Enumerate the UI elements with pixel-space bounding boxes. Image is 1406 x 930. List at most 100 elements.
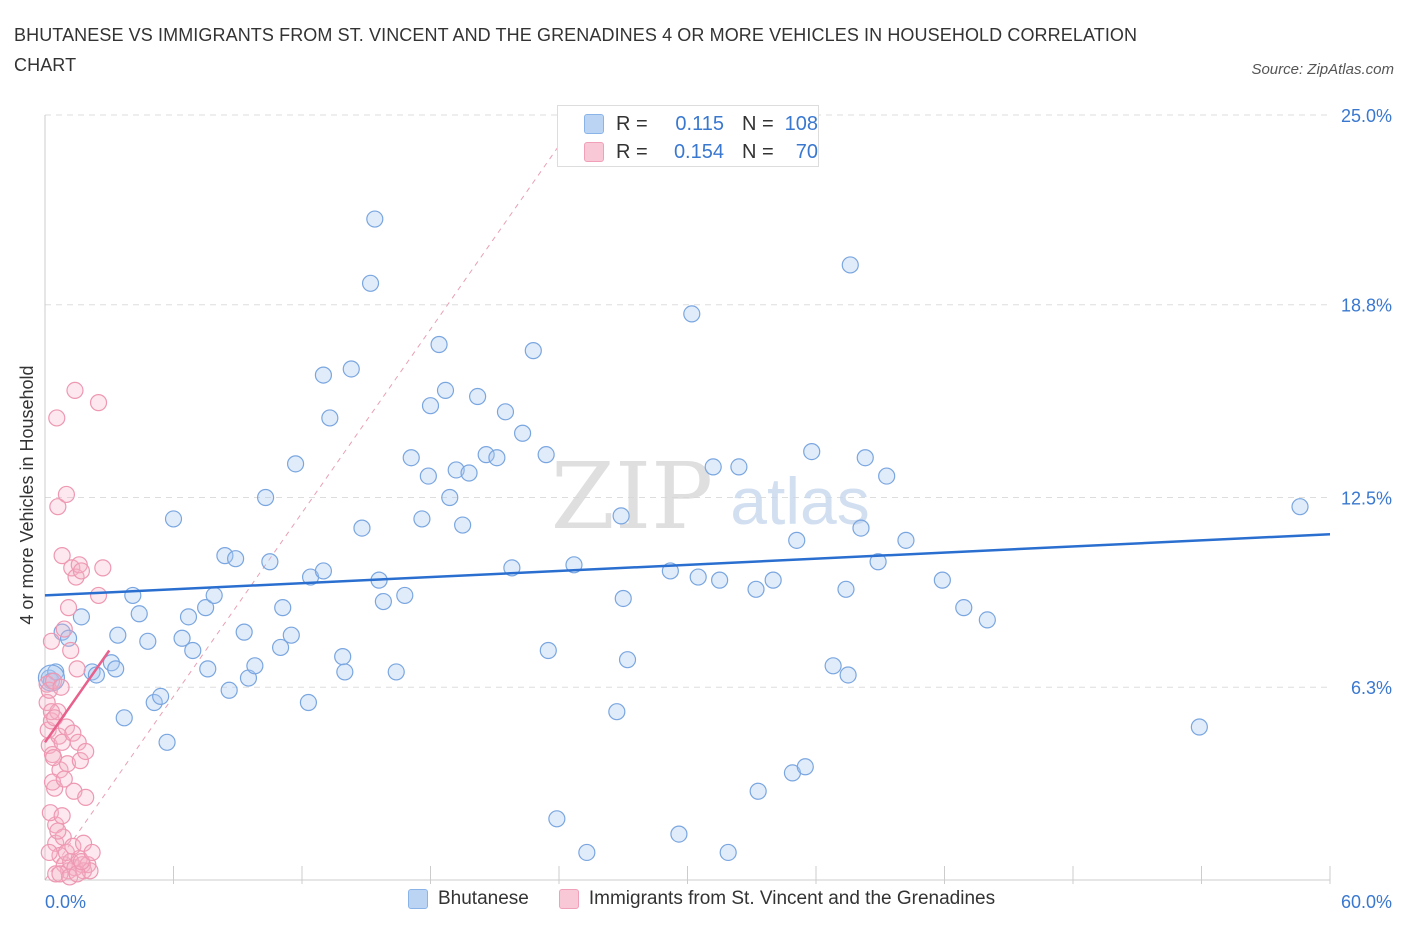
y-tick-label: 18.8% — [1341, 296, 1392, 316]
data-point-bhutanese — [336, 663, 354, 681]
trend-lines — [43, 532, 1331, 744]
stats-r-value: 0.154 — [673, 140, 724, 163]
data-point-bhutanese — [314, 366, 333, 384]
tick-labels: 6.3% 12.5% 18.8% 25.0% 0.0% 60.0% — [45, 106, 1392, 912]
stats-n-label: N = — [742, 140, 774, 163]
data-point-bhutanese — [537, 446, 555, 464]
data-point-bhutanese — [803, 443, 821, 461]
data-point-bhutanese — [374, 592, 392, 611]
data-point-st-vincent — [48, 409, 66, 427]
y-axis-label: 4 or more Vehicles in Household — [17, 365, 37, 624]
stats-swatch-bhutanese — [584, 114, 604, 134]
data-point-bhutanese — [477, 446, 495, 464]
y-tick-label: 12.5% — [1341, 489, 1392, 509]
data-point-bhutanese — [286, 455, 305, 473]
data-point-bhutanese — [839, 666, 857, 684]
data-point-bhutanese — [719, 843, 737, 862]
data-point-bhutanese — [205, 586, 223, 605]
legend-item-st-vincent: Immigrants from St. Vincent and the Gren… — [558, 888, 996, 910]
stats-row-bhutanese: R = 0.115 N = 108 — [584, 110, 818, 138]
data-point-st-vincent — [83, 843, 101, 862]
data-point-bhutanese — [1291, 498, 1309, 516]
data-point-bhutanese — [271, 638, 290, 657]
data-point-bhutanese — [419, 467, 437, 485]
stats-row-st-vincent: R = 0.154 N = 70 — [584, 138, 818, 166]
data-point-bhutanese — [436, 381, 455, 399]
data-point-st-vincent — [44, 748, 63, 767]
legend-swatch-bhutanese — [408, 889, 428, 909]
data-point-st-vincent — [64, 724, 82, 742]
data-point-bhutanese — [683, 305, 701, 323]
data-point-bhutanese — [796, 758, 814, 776]
data-point-bhutanese — [488, 449, 506, 467]
data-point-st-vincent — [64, 837, 82, 855]
trend-line-bhutanese — [44, 532, 1331, 597]
data-point-bhutanese — [824, 657, 842, 675]
data-point-st-vincent — [53, 547, 71, 565]
data-point-bhutanese — [261, 553, 279, 571]
data-point-st-vincent — [42, 632, 61, 650]
data-point-bhutanese — [256, 488, 275, 507]
watermark: ZIP atlas — [551, 443, 870, 550]
data-point-bhutanese — [274, 599, 292, 617]
legend-label-st-vincent: Immigrants from St. Vincent and the Gren… — [588, 888, 996, 909]
data-point-bhutanese — [612, 507, 630, 525]
data-point-bhutanese — [1190, 718, 1208, 736]
stats-n-label: N = — [742, 112, 774, 135]
data-point-bhutanese — [353, 519, 371, 537]
data-point-bhutanese — [441, 488, 459, 507]
data-point-bhutanese — [578, 843, 596, 862]
data-point-bhutanese — [788, 531, 806, 549]
data-point-bhutanese — [235, 623, 253, 641]
data-point-st-vincent — [62, 641, 80, 660]
data-point-bhutanese — [454, 516, 472, 534]
data-point-st-vincent — [77, 742, 95, 761]
data-point-st-vincent — [49, 822, 67, 840]
data-point-bhutanese — [366, 210, 384, 228]
stats-r-label: R = — [616, 112, 648, 135]
data-point-st-vincent — [40, 843, 58, 862]
x-tick-label: 60.0% — [1341, 892, 1392, 912]
data-point-bhutanese — [869, 553, 887, 571]
stats-r-value: 0.115 — [675, 112, 724, 135]
data-point-bhutanese — [342, 360, 360, 378]
data-point-bhutanese — [841, 256, 859, 274]
stats-n-value: 108 — [784, 112, 818, 135]
data-point-st-vincent — [47, 865, 65, 883]
data-point-bhutanese — [115, 709, 133, 727]
series-bhutanese — [37, 210, 1309, 862]
data-point-bhutanese — [321, 409, 339, 427]
chart-title: BHUTANESE VS IMMIGRANTS FROM ST. VINCENT… — [14, 25, 1138, 75]
data-point-st-vincent — [55, 620, 73, 638]
data-point-bhutanese — [299, 693, 318, 712]
data-point-bhutanese — [548, 810, 566, 828]
data-point-bhutanese — [107, 660, 125, 678]
data-point-bhutanese — [184, 641, 202, 660]
data-point-bhutanese — [361, 274, 380, 292]
data-point-st-vincent — [74, 834, 93, 852]
data-point-bhutanese — [978, 611, 996, 629]
data-point-bhutanese — [220, 681, 238, 699]
legend-item-bhutanese: Bhutanese — [408, 888, 529, 910]
data-point-bhutanese — [878, 467, 896, 485]
data-point-st-vincent — [72, 562, 91, 580]
data-point-bhutanese — [139, 632, 157, 650]
data-point-bhutanese — [282, 626, 300, 644]
data-point-bhutanese — [852, 519, 870, 537]
data-point-st-vincent — [94, 559, 112, 577]
data-point-bhutanese — [145, 693, 163, 712]
data-point-bhutanese — [618, 651, 637, 669]
data-point-bhutanese — [179, 608, 198, 626]
stats-r-label: R = — [616, 140, 648, 163]
data-point-bhutanese — [689, 568, 707, 586]
data-point-st-vincent — [77, 788, 95, 806]
data-point-st-vincent — [59, 599, 78, 617]
data-point-st-vincent — [55, 770, 73, 788]
data-point-st-vincent — [57, 718, 76, 736]
trend-line-st-vincent — [43, 649, 111, 744]
watermark-atlas: atlas — [730, 464, 869, 538]
data-point-bhutanese — [704, 458, 722, 476]
data-point-bhutanese — [955, 599, 973, 617]
data-point-st-vincent — [68, 660, 86, 678]
legend-label-bhutanese: Bhutanese — [438, 888, 529, 909]
